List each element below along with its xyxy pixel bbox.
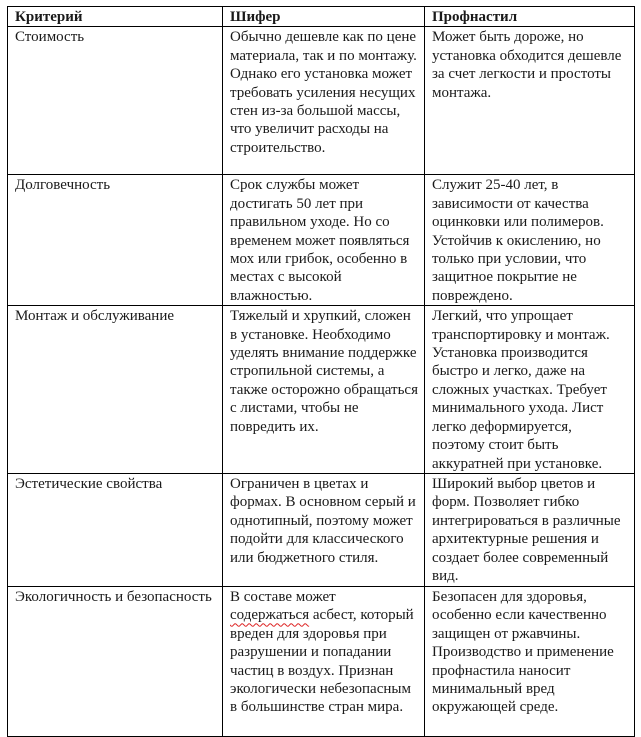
table-row: Долговечность Срок службы может достигат…	[7, 174, 635, 307]
spellcheck-flagged-word[interactable]: содержаться	[230, 607, 310, 624]
profiled-cell: Служит 25-40 лет, в зависимости от качес…	[424, 174, 635, 307]
table-row: Монтаж и обслуживание Тяжелый и хрупкий,…	[7, 305, 635, 474]
criterion-cell: Монтаж и обслуживание	[7, 305, 223, 474]
text: асбест, который вреден для здоровья при …	[230, 607, 414, 716]
table-row: Эстетические свойства Ограничен в цветах…	[7, 472, 635, 587]
criterion-cell: Стоимость	[7, 26, 223, 176]
profiled-cell: Легкий, что упрощает транспортировку и м…	[424, 305, 635, 474]
profiled-cell: Может быть дороже, но установка обходитс…	[424, 26, 635, 176]
criterion-cell: Долговечность	[7, 174, 223, 307]
slate-cell: Обычно дешевле как по цене материала, та…	[222, 26, 425, 176]
header-row: Критерий Шифер Профнастил	[7, 5, 635, 28]
table-row: Стоимость Обычно дешевле как по цене мат…	[7, 26, 635, 176]
header-profiled: Профнастил	[424, 5, 635, 28]
criterion-cell: Эстетические свойства	[7, 472, 223, 587]
header-slate: Шифер	[222, 5, 425, 28]
profiled-cell: Широкий выбор цветов и форм. Позволяет г…	[424, 472, 635, 587]
criterion-cell: Экологичность и безопасность	[7, 585, 223, 737]
slate-cell: В составе может содержаться асбест, кото…	[222, 585, 425, 737]
text: В составе может	[230, 588, 336, 605]
slate-cell: Срок службы может достигать 50 лет при п…	[222, 174, 425, 307]
table-row: Экологичность и безопасность В составе м…	[7, 585, 635, 737]
slate-cell: Ограничен в цветах и формах. В основном …	[222, 472, 425, 587]
profiled-cell: Безопасен для здоровья, особенно если ка…	[424, 585, 635, 737]
slate-cell: Тяжелый и хрупкий, сложен в установке. Н…	[222, 305, 425, 474]
header-criterion: Критерий	[7, 5, 223, 28]
comparison-table: Критерий Шифер Профнастил Стоимость Обыч…	[7, 5, 635, 737]
